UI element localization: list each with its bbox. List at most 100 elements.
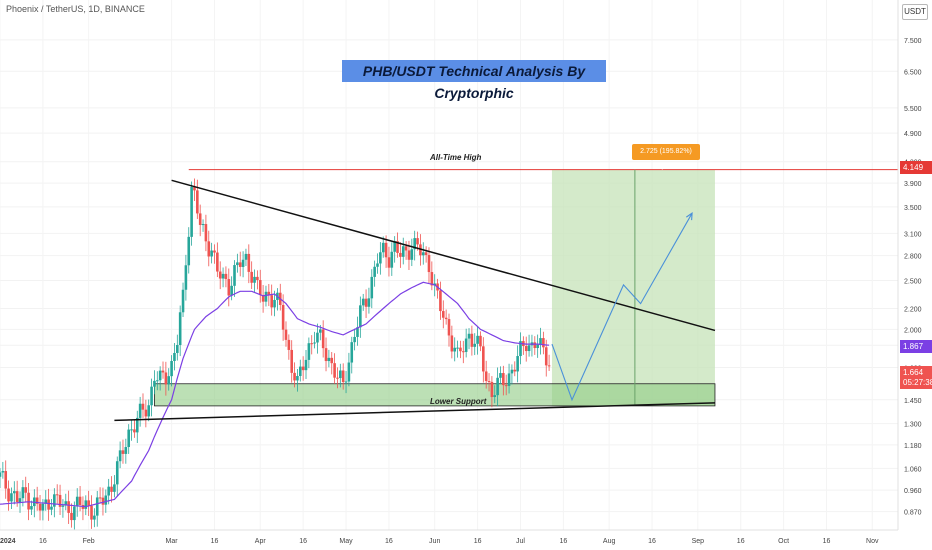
candle-body	[15, 491, 19, 502]
candle-body	[479, 335, 482, 347]
resistance-trendline	[171, 179, 716, 332]
candle-body	[467, 333, 471, 339]
candle-body	[364, 298, 368, 307]
candle-body	[24, 487, 28, 493]
candle-body	[290, 349, 294, 373]
candle-body	[287, 339, 291, 350]
y-tick-label: 6.500	[904, 69, 922, 76]
candle-body	[84, 500, 88, 509]
candle-body	[447, 319, 451, 336]
candle-body	[190, 186, 193, 237]
x-tick-label: 16	[737, 538, 745, 545]
x-tick-label: 2024	[0, 538, 16, 545]
y-tick-label: 3.500	[904, 205, 922, 212]
candle-body	[256, 276, 259, 281]
candle-body	[250, 271, 253, 283]
symbol-label[interactable]: Phoenix / TetherUS, 1D, BINANCE	[6, 4, 145, 14]
candle-body	[27, 492, 30, 510]
y-tick-label: 2.800	[904, 254, 922, 261]
candle-body	[353, 336, 356, 343]
candle-body	[547, 365, 551, 367]
candle-body	[41, 503, 45, 511]
candle-body	[244, 253, 248, 260]
x-tick-label: May	[339, 538, 353, 545]
candle-body	[147, 405, 151, 417]
candle-body	[490, 381, 494, 398]
candle-body	[421, 252, 425, 256]
x-tick-label: Apr	[255, 538, 267, 545]
candle-body	[410, 249, 414, 260]
candle-body	[482, 346, 485, 372]
candle-body	[133, 429, 136, 433]
y-tick-label: 2.500	[904, 278, 922, 285]
candle-body	[196, 190, 199, 214]
y-tick-label: 1.300	[904, 422, 922, 429]
candle-body	[333, 363, 336, 378]
candle-body	[158, 370, 162, 381]
currency-label[interactable]: USDT	[902, 4, 928, 20]
candle-body	[304, 359, 308, 371]
candle-body	[30, 506, 33, 510]
support-zone	[154, 383, 716, 407]
candle-body	[176, 344, 179, 353]
candle-body	[207, 241, 211, 257]
candle-body	[484, 371, 488, 382]
price-axis: 7.5006.5005.5004.9004.3003.9003.5003.100…	[897, 0, 932, 550]
candle-body	[4, 471, 8, 489]
candle-body	[204, 224, 208, 242]
candle-body	[233, 265, 236, 286]
candle-body	[399, 252, 402, 257]
candle-body	[524, 346, 528, 352]
candle-body	[73, 506, 76, 521]
x-tick-label: 16	[559, 538, 567, 545]
candle-body	[430, 272, 434, 286]
candle-body	[413, 238, 416, 250]
candle-body	[339, 370, 342, 379]
candle-body	[227, 279, 231, 296]
candle-body	[55, 494, 59, 496]
target-zone	[551, 169, 715, 406]
x-tick-label: 16	[211, 538, 219, 545]
candle-body	[98, 497, 102, 499]
candle-body	[138, 403, 142, 418]
candle-body	[527, 345, 531, 352]
candle-body	[213, 250, 216, 253]
candle-body	[510, 369, 514, 374]
y-tick-label: 2.000	[904, 327, 922, 334]
support-label: Lower Support	[430, 397, 487, 406]
candle-body	[407, 250, 411, 260]
candle-body	[107, 486, 110, 496]
candle-body	[502, 373, 505, 386]
x-tick-label: Feb	[83, 538, 95, 545]
candle-body	[12, 491, 16, 494]
candle-body	[542, 338, 545, 348]
candle-body	[296, 376, 299, 381]
candle-body	[241, 259, 245, 267]
zones	[154, 169, 898, 407]
countdown-tag: 05:27:38	[900, 376, 932, 389]
candle-body	[476, 335, 479, 344]
time-axis: 2024 16 Feb Mar 16 Apr 16 May 16 Jun 16 Jul 16 Aug 16 S…	[0, 529, 898, 545]
candle-body	[396, 241, 399, 253]
y-tick-label: 1.060	[904, 466, 922, 473]
candle-body	[170, 360, 173, 377]
candle-body	[67, 501, 70, 513]
projection-arrowhead	[686, 212, 693, 221]
candle-body	[464, 338, 468, 352]
candle-body	[470, 333, 474, 347]
candle-body	[439, 290, 442, 312]
candle-body	[90, 505, 93, 520]
candle-body	[319, 329, 322, 333]
candle-body	[135, 417, 139, 433]
candle-body	[516, 356, 519, 372]
candle-body	[18, 498, 22, 502]
y-tick-label: 2.200	[904, 306, 922, 313]
candles	[0, 178, 551, 530]
candle-body	[416, 238, 419, 245]
candle-body	[93, 515, 96, 520]
candle-body	[47, 499, 50, 510]
ath-label: All-Time High	[430, 153, 482, 162]
candle-body	[459, 347, 462, 352]
candle-body	[427, 255, 431, 273]
